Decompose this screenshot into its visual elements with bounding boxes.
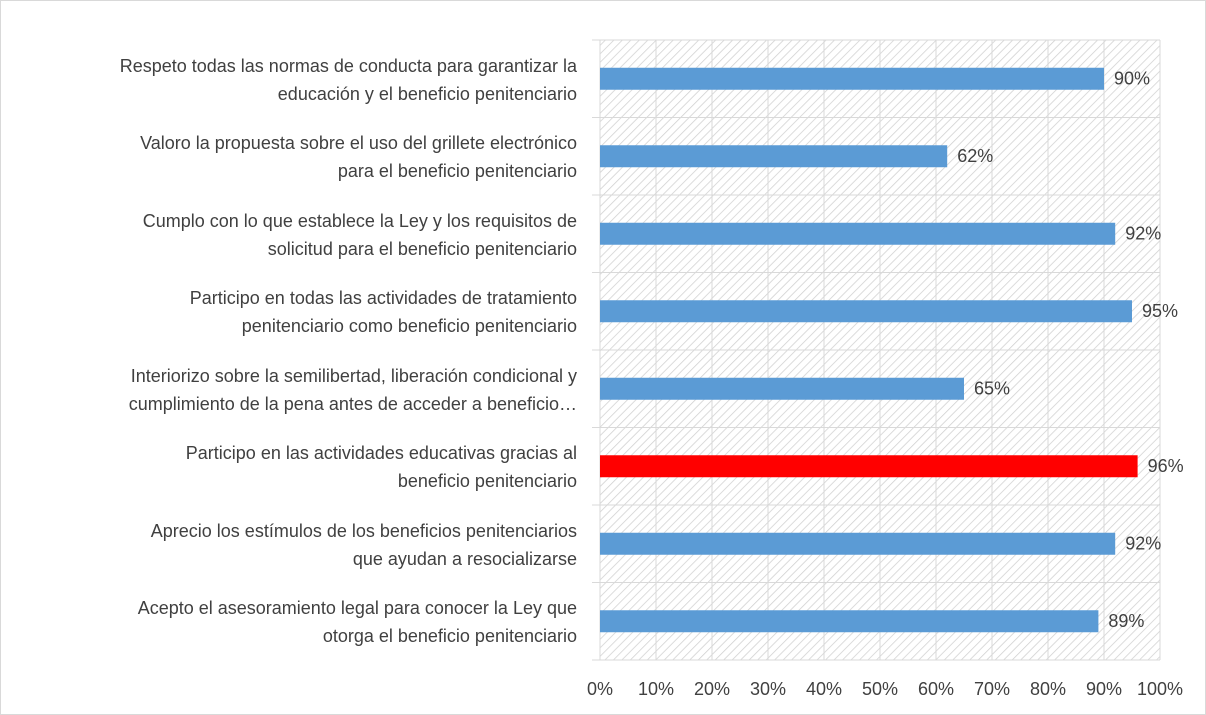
category-label: Acepto el asesoramiento legal para conoc… [137,598,577,647]
x-tick-label: 80% [1030,679,1066,699]
x-tick-label: 70% [974,679,1010,699]
value-label: 89% [1108,611,1144,631]
bar [600,145,948,168]
x-tick-label: 20% [694,679,730,699]
value-label: 92% [1125,534,1161,554]
x-tick-label: 60% [918,679,954,699]
category-label: Interiorizo sobre la semilibertad, liber… [128,365,577,414]
x-tick-label: 30% [750,679,786,699]
value-label: 96% [1148,456,1184,476]
bar [600,610,1099,633]
category-label: Aprecio los estímulos de los beneficios … [150,520,577,569]
x-tick-label: 90% [1086,679,1122,699]
bar [600,300,1132,323]
value-label: 90% [1114,69,1150,89]
value-label: 62% [957,146,993,166]
x-tick-label: 40% [806,679,842,699]
x-tick-label: 0% [587,679,613,699]
bar [600,67,1104,90]
category-label: Valoro la propuesta sobre el uso del gri… [140,133,577,182]
value-label: 95% [1142,301,1178,321]
category-label: Cumplo con lo que establece la Ley y los… [142,210,577,259]
bar [600,222,1116,245]
bar [600,532,1116,555]
x-tick-label: 50% [862,679,898,699]
x-tick-label: 10% [638,679,674,699]
bar [600,377,964,400]
value-label: 92% [1125,224,1161,244]
category-label: Participo en las actividades educativas … [185,443,577,492]
value-label: 65% [974,379,1010,399]
x-tick-label: 100% [1137,679,1183,699]
bar [600,455,1138,478]
category-label: Respeto todas las normas de conducta par… [119,55,577,104]
category-label: Participo en todas las actividades de tr… [189,288,577,337]
